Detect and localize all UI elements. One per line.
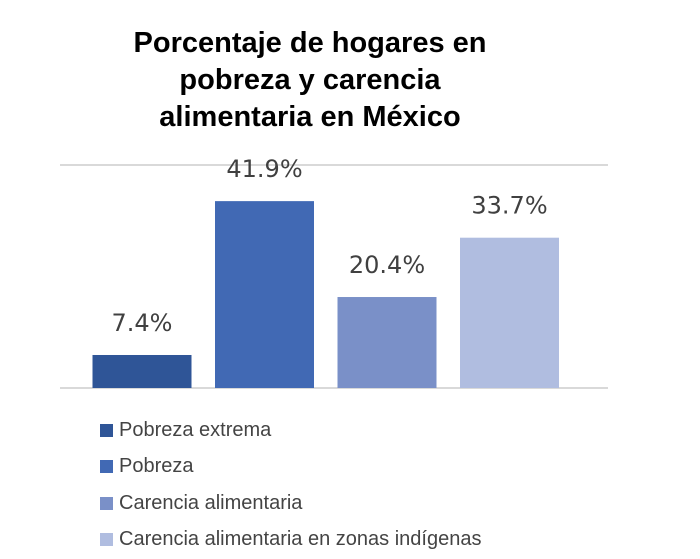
legend-label: Carencia alimentaria (119, 491, 303, 514)
data-label: 20.4% (349, 251, 425, 279)
bar (215, 201, 314, 388)
data-label: 41.9% (226, 155, 302, 183)
legend-swatch (100, 423, 113, 437)
legend-swatch (100, 533, 113, 547)
legend-item: Carencia alimentaria en zonas indígenas (100, 522, 481, 559)
bar (337, 297, 437, 388)
data-label: 7.4% (112, 309, 173, 337)
chart-title: Porcentaje de hogares en pobreza y caren… (60, 25, 560, 136)
legend-item: Pobreza extrema (100, 412, 481, 449)
legend-swatch (100, 460, 113, 474)
legend-label: Pobreza extrema (119, 418, 272, 441)
title-line: alimentaria en México (159, 101, 461, 133)
data-label: 33.7% (471, 192, 547, 220)
legend-item: Pobreza (100, 449, 481, 486)
legend-item: Carencia alimentaria (100, 485, 481, 522)
title-line: Porcentaje de hogares en (133, 27, 487, 59)
legend-swatch (100, 496, 113, 510)
legend-label: Pobreza (119, 455, 194, 478)
bar (92, 354, 192, 388)
title-line: pobreza y carencia (179, 64, 441, 96)
legend-label: Carencia alimentaria en zonas indígenas (119, 528, 482, 551)
bar (460, 237, 559, 388)
legend: Pobreza extrema Pobreza Carencia aliment… (100, 412, 481, 558)
